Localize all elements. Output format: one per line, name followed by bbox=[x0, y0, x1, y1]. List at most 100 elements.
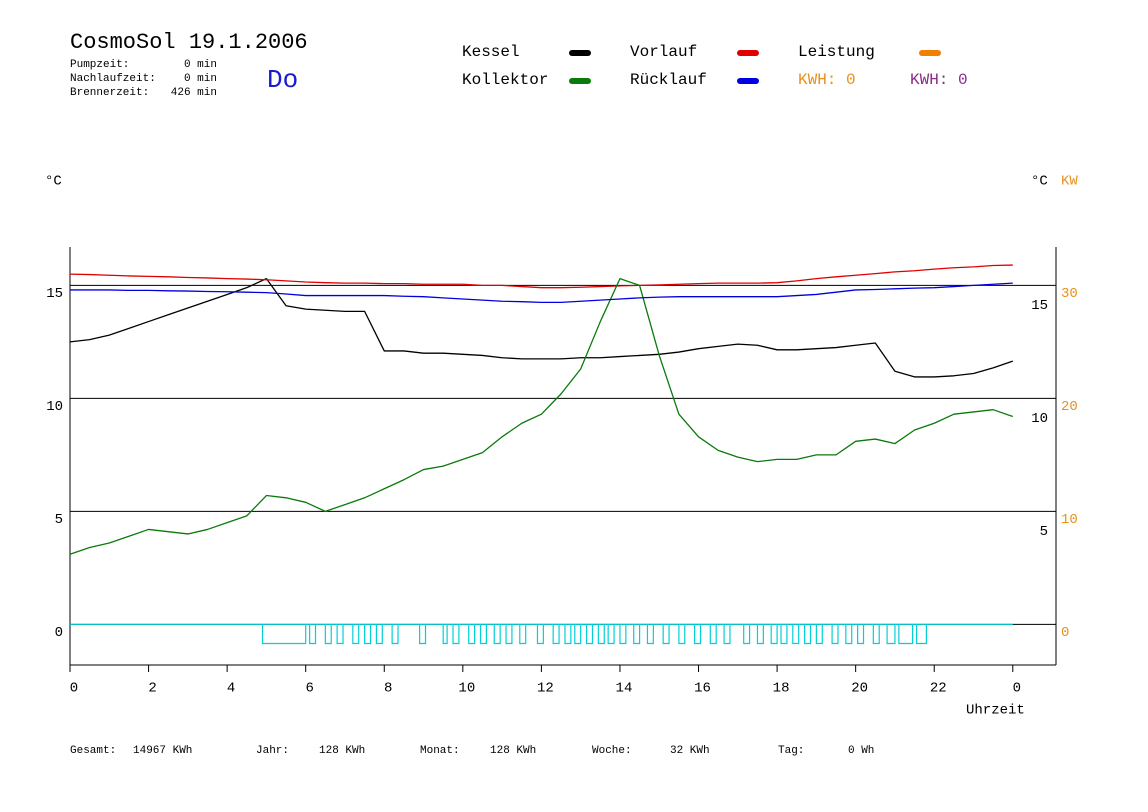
pump-pulse bbox=[646, 624, 654, 645]
stat-label: Nachlaufzeit: bbox=[70, 73, 156, 85]
pump-pulse bbox=[886, 624, 896, 645]
total-label: Jahr: bbox=[256, 745, 289, 757]
y-tick-label-right: 15 bbox=[1031, 298, 1048, 314]
series-line bbox=[70, 282, 1013, 304]
pump-pulse bbox=[898, 624, 914, 645]
legend-label: Vorlauf bbox=[630, 43, 697, 61]
pump-pulse bbox=[419, 624, 427, 645]
y2-axis-label: KW bbox=[1061, 174, 1078, 190]
pump-pulse bbox=[693, 624, 702, 645]
total-value: 128 KWh bbox=[490, 745, 536, 757]
stat-value: 426 min bbox=[171, 87, 217, 99]
pump-pulse bbox=[619, 624, 627, 645]
pump-pulse bbox=[597, 624, 605, 645]
pump-pulse bbox=[536, 624, 544, 645]
x-tick-label: 16 bbox=[694, 681, 711, 697]
x-tick-label: 18 bbox=[773, 681, 790, 697]
pump-pulse bbox=[364, 624, 372, 645]
pump-pulse bbox=[678, 624, 686, 645]
kwh-label: KWH: 0 bbox=[798, 71, 856, 89]
y-tick-label: 0 bbox=[55, 625, 63, 641]
y-axis-label: °C bbox=[45, 174, 62, 190]
x-tick-label: 2 bbox=[148, 681, 156, 697]
pump-pulse bbox=[915, 624, 927, 645]
pump-pulse bbox=[574, 624, 582, 645]
pump-pulse bbox=[261, 624, 307, 645]
series-line bbox=[69, 277, 1014, 555]
total-value: 14967 KWh bbox=[133, 745, 192, 757]
y2-tick-label: 30 bbox=[1061, 286, 1078, 302]
x-tick-label: 22 bbox=[930, 681, 947, 697]
x-tick-label: 14 bbox=[616, 681, 633, 697]
x-tick-label: 0 bbox=[70, 681, 78, 697]
y-tick-label: 5 bbox=[55, 512, 63, 528]
pump-pulse bbox=[564, 624, 572, 645]
y-tick-label: 10 bbox=[46, 399, 63, 415]
stat-label: Brennerzeit: bbox=[70, 87, 149, 99]
pump-pulse bbox=[479, 624, 487, 645]
pump-pulse bbox=[709, 624, 717, 645]
y-tick-label: 15 bbox=[46, 286, 63, 302]
pump-pulse bbox=[756, 624, 764, 645]
total-value: 128 KWh bbox=[319, 745, 365, 757]
pump-pulse bbox=[324, 624, 332, 645]
total-label: Gesamt: bbox=[70, 745, 116, 757]
pump-pulse bbox=[442, 624, 448, 645]
x-tick-label: 4 bbox=[227, 681, 235, 697]
x-tick-label: 0 bbox=[1013, 681, 1021, 697]
pump-pulse bbox=[336, 624, 344, 645]
stat-value: 0 min bbox=[184, 59, 217, 71]
x-tick-label: 20 bbox=[851, 681, 868, 697]
pump-pulse bbox=[375, 624, 383, 645]
stat-label: Pumpzeit: bbox=[70, 59, 129, 71]
series-line bbox=[69, 264, 1013, 289]
y2-tick-label: 0 bbox=[1061, 625, 1069, 641]
pump-pulse bbox=[815, 624, 823, 645]
x-axis-label: Uhrzeit bbox=[966, 703, 1025, 719]
pump-pulse bbox=[552, 624, 560, 645]
legend-label: Kessel bbox=[462, 43, 520, 61]
pump-pulse bbox=[585, 624, 594, 645]
pump-pulse bbox=[309, 624, 317, 645]
y-tick-label-right: 5 bbox=[1040, 524, 1048, 540]
pump-pulse bbox=[607, 624, 615, 645]
legend-label: Leistung bbox=[798, 43, 875, 61]
pump-pulse bbox=[519, 624, 527, 645]
total-value: 32 KWh bbox=[670, 745, 710, 757]
pump-pulse bbox=[770, 624, 778, 645]
y2-tick-label: 10 bbox=[1061, 512, 1078, 528]
legend-label: Rücklauf bbox=[630, 71, 707, 89]
x-tick-label: 12 bbox=[537, 681, 554, 697]
legend-label: Kollektor bbox=[462, 71, 548, 89]
pump-pulse bbox=[845, 624, 853, 645]
pump-pulse bbox=[505, 624, 513, 645]
x-tick-label: 10 bbox=[458, 681, 475, 697]
pump-pulse bbox=[352, 624, 360, 645]
pump-pulse bbox=[452, 624, 460, 645]
stat-value: 0 min bbox=[184, 73, 217, 85]
total-value: 0 Wh bbox=[848, 745, 874, 757]
pump-pulse bbox=[780, 624, 788, 645]
pump-pulse bbox=[662, 624, 670, 645]
pump-pulse bbox=[743, 624, 751, 645]
pump-pulse bbox=[391, 624, 399, 645]
x-tick-label: 6 bbox=[305, 681, 313, 697]
pump-pulse bbox=[803, 624, 812, 645]
pump-pulse bbox=[723, 624, 731, 645]
pump-pulse bbox=[831, 624, 839, 645]
pump-pulse bbox=[872, 624, 880, 645]
y-tick-label-right: 10 bbox=[1031, 411, 1048, 427]
pump-pulse bbox=[468, 624, 476, 645]
pump-pulse bbox=[633, 624, 641, 645]
series-line bbox=[69, 277, 1014, 378]
x-tick-label: 8 bbox=[384, 681, 392, 697]
weekday: Do bbox=[267, 65, 298, 95]
total-label: Tag: bbox=[778, 745, 804, 757]
pump-pulse bbox=[792, 624, 800, 645]
total-label: Woche: bbox=[592, 745, 632, 757]
pump-pulse bbox=[857, 624, 865, 645]
y-axis-label-right: °C bbox=[1031, 174, 1048, 190]
